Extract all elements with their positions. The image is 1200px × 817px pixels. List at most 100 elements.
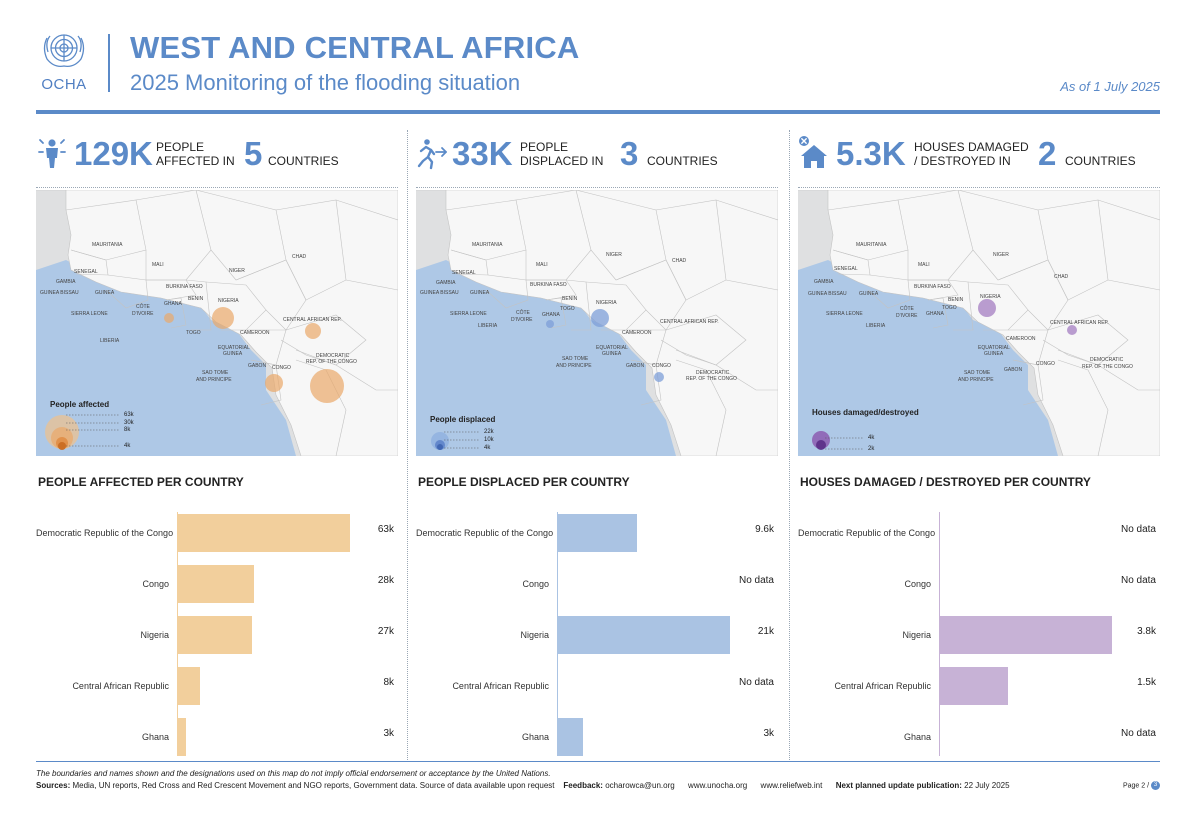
reliefweb-link[interactable]: www.reliefweb.int <box>760 781 823 790</box>
update-date: 22 July 2025 <box>964 781 1010 790</box>
bar-chart-people-affected: Democratic Republic of the Congo 63k Congo… <box>36 506 398 756</box>
bar-category-label: Congo <box>904 579 931 589</box>
unocha-link[interactable]: www.unocha.org <box>688 781 748 790</box>
map-base <box>416 190 778 456</box>
bar <box>178 667 200 705</box>
map-label: TOGO <box>560 306 575 312</box>
kpi-label: PEOPLE AFFECTED IN <box>156 140 235 168</box>
bar-category-label: Nigeria <box>902 630 931 640</box>
legend-value: 30k <box>124 420 134 426</box>
map-label: GHANA <box>926 311 944 317</box>
map-bubbles <box>812 299 1077 450</box>
map-label: SAO TOME <box>562 356 589 362</box>
map-bubble-ghana <box>164 313 174 323</box>
map-label: GUINEA <box>859 291 879 297</box>
bar-chart-people-displaced: Democratic Republic of the Congo 9.6k Cong… <box>416 506 778 756</box>
map-label: CAMEROON <box>622 330 652 336</box>
map-label: GUINEA <box>602 351 622 357</box>
map-label: GUINEA <box>95 290 115 296</box>
bar <box>178 616 252 654</box>
legend-value: 4k <box>484 445 491 451</box>
map-people-affected: MAURITANIA MALI NIGER CHAD SENEGAL GAMBI… <box>36 190 398 456</box>
bar-value-label: 28k <box>377 575 394 586</box>
feedback-email[interactable]: ocharowca@un.org <box>605 781 675 790</box>
panel-houses-damaged: 5.3K HOUSES DAMAGED / DESTROYED IN 2 COU… <box>798 120 1160 760</box>
kpi-label-line1: HOUSES DAMAGED <box>914 140 1029 154</box>
bar <box>178 514 350 552</box>
legend-value: 63k <box>124 412 134 418</box>
sources-label: Sources: <box>36 781 71 790</box>
map-label: DEMOCRATIC <box>1090 357 1124 363</box>
map-base <box>36 190 398 456</box>
map-label: CENTRAL AFRICAN REP. <box>1050 320 1109 326</box>
bar-category-label: Ghana <box>141 732 169 742</box>
map-label: GHANA <box>164 301 182 307</box>
kpi-people-affected: 129K PEOPLE AFFECTED IN 5 COUNTRIES <box>36 134 398 188</box>
page-title: WEST AND CENTRAL AFRICA <box>130 30 580 65</box>
map-label: MALI <box>152 262 164 268</box>
legend-value: 4k <box>868 435 875 441</box>
map-label: NIGERIA <box>980 294 1001 300</box>
map-label: BURKINA FASO <box>530 282 567 288</box>
bar-row: Democratic Republic of the Congo No data <box>798 514 1160 552</box>
map-label: MAURITANIA <box>472 242 503 248</box>
bar-value-label: 63k <box>377 524 394 535</box>
map-label: CAMEROON <box>240 330 270 336</box>
bar-row: Democratic Republic of the Congo 63k <box>36 514 398 552</box>
map-label: SAO TOME <box>202 370 229 376</box>
map-label: GHANA <box>542 312 560 318</box>
map-label: LIBERIA <box>100 338 120 344</box>
bar-row: Nigeria 27k <box>36 616 398 654</box>
map-label: GUINEA <box>223 351 243 357</box>
kpi-country-count: 2 <box>1038 135 1057 172</box>
map-bubble-drc <box>310 369 344 403</box>
kpi-big-number: 129K <box>74 135 153 172</box>
disclaimer: The boundaries and names shown and the d… <box>36 769 551 778</box>
map-label: GUINEA <box>470 290 490 296</box>
map-label: CENTRAL AFRICAN REP. <box>283 317 342 323</box>
ocha-logo: OCHA <box>34 28 94 94</box>
page-subtitle: 2025 Monitoring of the flooding situatio… <box>130 70 521 95</box>
kpi-label-line1: PEOPLE <box>156 140 205 154</box>
map-label: CHAD <box>292 254 307 260</box>
map-label: CONGO <box>272 365 291 371</box>
map-label: EQUATORIAL <box>978 345 1010 351</box>
map-label: GAMBIA <box>436 280 456 286</box>
kpi-countries-label: COUNTRIES <box>647 154 718 168</box>
kpi-countries-label: COUNTRIES <box>268 154 339 168</box>
map-label: AND PRINCIPE <box>556 363 592 369</box>
kpi-country-count: 3 <box>620 135 639 172</box>
bar-value-label: No data <box>1120 575 1156 586</box>
map-label: GUINEA BISSAU <box>420 290 459 296</box>
bar-row: Congo No data <box>416 565 778 603</box>
map-label: CHAD <box>1054 274 1069 280</box>
kpi-countries-label: COUNTRIES <box>1065 154 1136 168</box>
map-legend-title: People affected <box>50 400 110 409</box>
bar-value-label: 21k <box>757 626 774 637</box>
bar-category-label: Democratic Republic of the Congo <box>798 528 936 538</box>
kpi-rule <box>36 187 398 188</box>
un-emblem-icon <box>43 34 85 67</box>
map-label: MALI <box>536 262 548 268</box>
section-title: PEOPLE DISPLACED PER COUNTRY <box>418 475 630 489</box>
page-total[interactable]: 3 <box>1151 781 1160 790</box>
kpi-country-count: 5 <box>244 135 263 172</box>
legend-value: 10k <box>484 437 494 443</box>
map-label: SENEGAL <box>74 269 98 275</box>
header-rule <box>36 110 1160 114</box>
bar-chart-houses-damaged: Democratic Republic of the Congo No data C… <box>798 506 1160 756</box>
bar-value-label: No data <box>1120 728 1156 739</box>
map-label: D'IVOIRE <box>511 317 533 323</box>
kpi-label-line2: / DESTROYED IN <box>914 154 1011 168</box>
map-label: BENIN <box>188 296 204 302</box>
kpi-label: HOUSES DAMAGED / DESTROYED IN <box>914 140 1029 168</box>
map-label: REP. OF THE CONGO <box>306 359 357 365</box>
bar-row: Ghana 3k <box>36 718 398 756</box>
map-label: CENTRAL AFRICAN REP. <box>660 319 719 325</box>
map-legend-title: Houses damaged/destroyed <box>812 408 919 417</box>
header-divider <box>108 34 110 92</box>
map-label: NIGERIA <box>596 300 617 306</box>
page-label: Page 2 / <box>1122 782 1150 790</box>
bar-axis <box>939 512 940 756</box>
map-label: SIERRA LEONE <box>450 311 487 317</box>
